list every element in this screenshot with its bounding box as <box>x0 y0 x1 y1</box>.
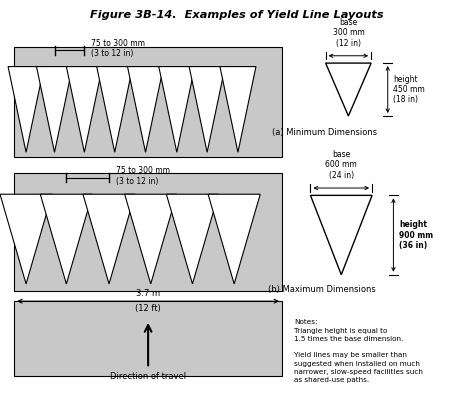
Polygon shape <box>208 194 260 284</box>
Polygon shape <box>40 194 92 284</box>
Text: Figure 3B-14.  Examples of Yield Line Layouts: Figure 3B-14. Examples of Yield Line Lay… <box>90 10 384 20</box>
Polygon shape <box>97 67 133 152</box>
Polygon shape <box>166 194 219 284</box>
Text: 75 to 300 mm
(3 to 12 in): 75 to 300 mm (3 to 12 in) <box>91 39 146 58</box>
Polygon shape <box>159 67 195 152</box>
Polygon shape <box>36 67 73 152</box>
Text: Direction of travel: Direction of travel <box>110 372 186 381</box>
FancyBboxPatch shape <box>14 301 282 376</box>
Polygon shape <box>66 67 102 152</box>
Text: Notes:
Triangle height is equal to
1.5 times the base dimension.

Yield lines ma: Notes: Triangle height is equal to 1.5 t… <box>294 319 423 383</box>
Text: 75 to 300 mm
(3 to 12 in): 75 to 300 mm (3 to 12 in) <box>116 166 170 186</box>
Text: height
450 mm
(18 in): height 450 mm (18 in) <box>393 74 425 105</box>
Polygon shape <box>0 194 52 284</box>
Text: (12 ft): (12 ft) <box>135 304 161 313</box>
Polygon shape <box>310 195 372 275</box>
Text: base
300 mm
(12 in): base 300 mm (12 in) <box>333 18 364 48</box>
Polygon shape <box>189 67 225 152</box>
Text: height
900 mm
(36 in): height 900 mm (36 in) <box>399 220 433 250</box>
FancyBboxPatch shape <box>14 47 282 157</box>
Polygon shape <box>128 67 164 152</box>
Polygon shape <box>83 194 135 284</box>
Polygon shape <box>125 194 177 284</box>
Polygon shape <box>220 67 256 152</box>
Text: (b) Maximum Dimensions: (b) Maximum Dimensions <box>268 285 376 294</box>
Text: 3.7 m: 3.7 m <box>136 289 160 298</box>
Text: base
600 mm
(24 in): base 600 mm (24 in) <box>326 150 357 180</box>
Polygon shape <box>326 63 371 116</box>
Text: (a) Minimum Dimensions: (a) Minimum Dimensions <box>272 128 377 137</box>
FancyBboxPatch shape <box>14 173 282 291</box>
Polygon shape <box>8 67 44 152</box>
